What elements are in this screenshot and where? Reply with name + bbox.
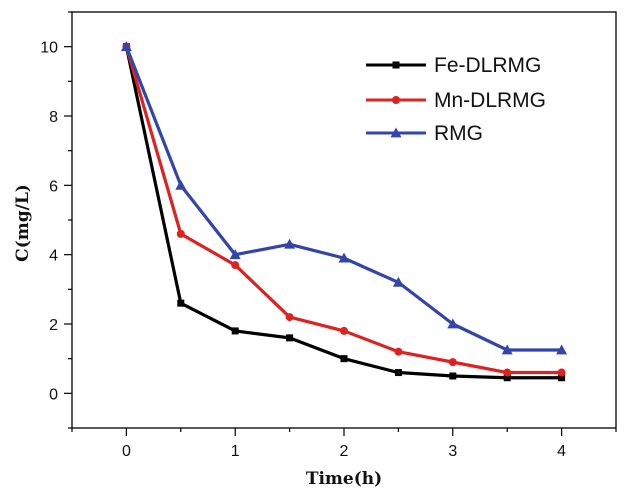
data-point [340, 326, 348, 335]
y-tick-label: 8 [49, 109, 58, 126]
data-point [284, 238, 296, 249]
x-axis-title: Time(h) [306, 469, 382, 489]
tick-labels: 0 1 2 3 4 0 2 4 6 8 10 [40, 40, 566, 460]
y-tick-label: 0 [49, 386, 58, 403]
series-mn-dlrmg [122, 42, 566, 377]
series-rmg [120, 41, 568, 355]
data-point [177, 299, 185, 307]
data-point [176, 229, 185, 238]
data-point [447, 318, 459, 329]
y-axis-title: C(mg/L) [13, 184, 33, 262]
legend-item: Mn-DLRMG [366, 89, 546, 112]
data-point [175, 179, 187, 190]
legend-item: Fe-DLRMG [366, 54, 541, 77]
data-point [556, 344, 568, 355]
data-point [392, 276, 404, 287]
ticks [64, 11, 617, 436]
legend-label: RMG [434, 122, 483, 145]
y-tick-label: 6 [49, 178, 58, 195]
data-point [557, 368, 566, 377]
data-point [501, 344, 513, 355]
data-point [231, 327, 239, 335]
legend-marker [392, 61, 400, 69]
data-point [338, 252, 350, 263]
data-point [340, 355, 348, 363]
legend-marker [392, 96, 400, 104]
legend: Fe-DLRMG Mn-DLRMG RMG [366, 54, 546, 145]
data-point [286, 334, 294, 342]
legend-label: Mn-DLRMG [434, 89, 546, 112]
data-point [558, 374, 566, 382]
x-tick-label: 4 [557, 443, 566, 460]
data-point [229, 249, 241, 260]
data-point [394, 369, 402, 377]
data-point [394, 347, 403, 356]
series-layer [120, 41, 568, 382]
x-tick-label: 2 [340, 443, 349, 460]
y-tick-label: 4 [49, 248, 58, 265]
data-point [503, 374, 511, 382]
data-point [231, 261, 240, 270]
data-point [120, 41, 132, 52]
y-tick-label: 10 [40, 40, 58, 57]
x-tick-label: 1 [231, 443, 240, 460]
data-point [503, 368, 512, 377]
data-point [285, 313, 294, 322]
x-tick-label: 3 [448, 443, 457, 460]
legend-item: RMG [366, 122, 483, 145]
data-point [448, 358, 457, 367]
x-tick-label: 0 [122, 443, 131, 460]
data-point [449, 372, 457, 380]
legend-marker [390, 127, 402, 138]
y-tick-label: 2 [49, 317, 58, 334]
legend-label: Fe-DLRMG [434, 54, 541, 77]
